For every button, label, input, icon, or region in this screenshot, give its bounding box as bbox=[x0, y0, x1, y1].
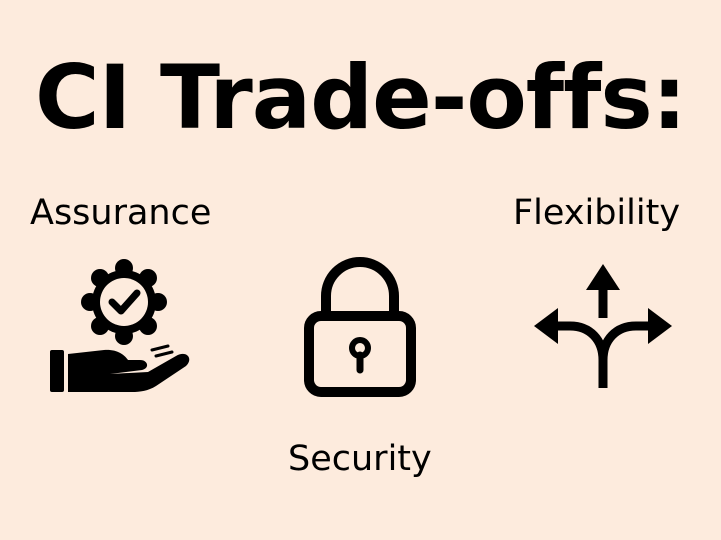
branching-arrows-icon bbox=[534, 264, 672, 388]
padlock-icon bbox=[304, 257, 416, 397]
security-label: Security bbox=[288, 439, 432, 479]
flexibility-label: Flexibility bbox=[513, 193, 681, 233]
assurance-label: Assurance bbox=[30, 193, 212, 233]
hand-badge-check-icon bbox=[50, 259, 190, 392]
slide-title: CI Trade-offs: bbox=[35, 46, 687, 149]
